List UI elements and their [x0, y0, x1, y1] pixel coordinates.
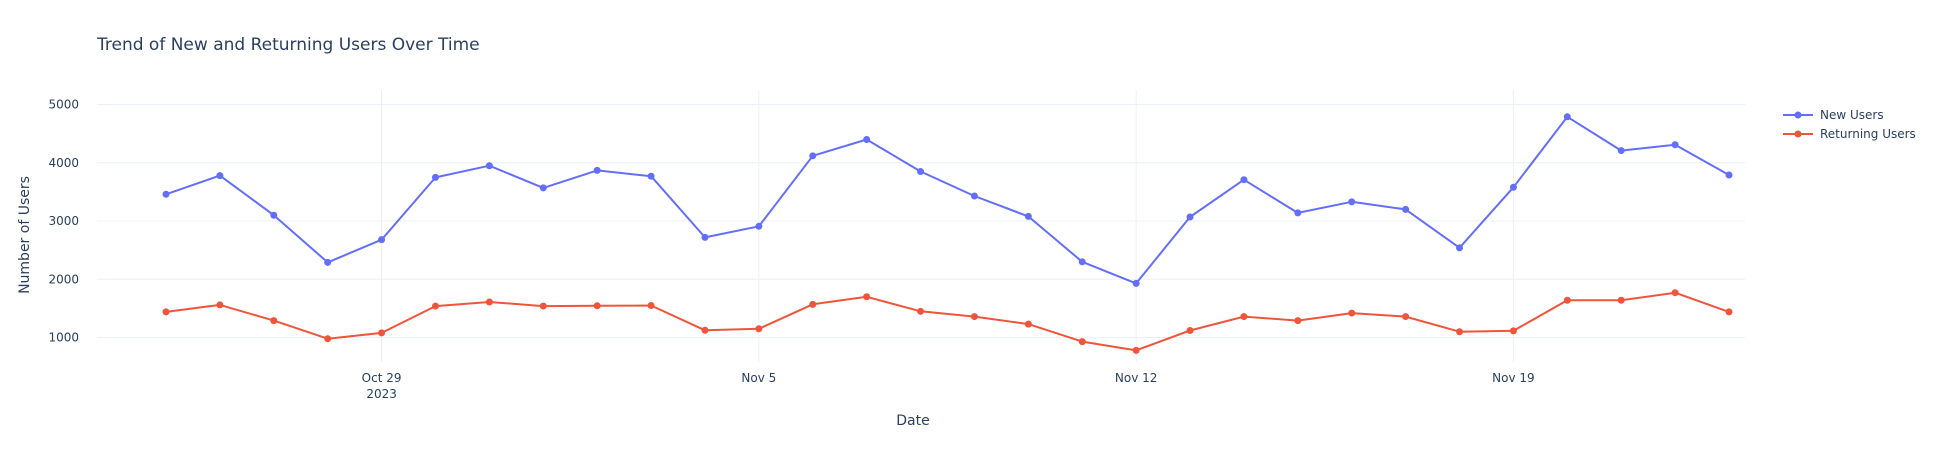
x-tick-label: Oct 29 [362, 371, 402, 385]
series-line [166, 293, 1729, 351]
data-point [863, 293, 870, 300]
data-point [1726, 172, 1733, 179]
y-tick-label: 4000 [48, 156, 79, 170]
data-point [432, 303, 439, 310]
data-point [1456, 328, 1463, 335]
data-point [1564, 113, 1571, 120]
data-point [540, 303, 547, 310]
x-tick-label: Nov 19 [1492, 371, 1535, 385]
legend: New Users Returning Users [1783, 108, 1916, 141]
data-point [1672, 289, 1679, 296]
x-gridlines [382, 90, 1514, 362]
x-tick-label: Nov 5 [741, 371, 776, 385]
y-tick-label: 1000 [48, 331, 79, 345]
series-line [166, 117, 1729, 284]
data-point [1564, 297, 1571, 304]
data-point [216, 172, 223, 179]
series-1 [163, 113, 1733, 287]
data-point [1348, 198, 1355, 205]
series-lines [163, 113, 1733, 354]
data-point [1510, 184, 1517, 191]
y-tick-label: 3000 [48, 214, 79, 228]
data-point [1618, 297, 1625, 304]
legend-label: New Users [1820, 108, 1884, 122]
data-point [324, 335, 331, 342]
data-point [1510, 327, 1517, 334]
data-point [1240, 176, 1247, 183]
legend-item: Returning Users [1783, 127, 1916, 141]
data-point [971, 193, 978, 200]
data-point [1025, 213, 1032, 220]
x-tick-label: Nov 12 [1115, 371, 1158, 385]
data-point [1618, 147, 1625, 154]
legend-marker [1795, 112, 1802, 119]
data-point [1456, 244, 1463, 251]
data-point [378, 329, 385, 336]
data-point [1402, 313, 1409, 320]
chart-title: Trend of New and Returning Users Over Ti… [96, 35, 480, 55]
data-point [1240, 313, 1247, 320]
data-point [971, 313, 978, 320]
data-point [1079, 338, 1086, 345]
series-2 [163, 289, 1733, 354]
data-point [755, 223, 762, 230]
data-point [809, 301, 816, 308]
data-point [701, 234, 708, 241]
data-point [270, 212, 277, 219]
data-point [809, 152, 816, 159]
x-tick-sublabel: 2023 [366, 387, 397, 401]
data-point [1402, 206, 1409, 213]
y-axis-title: Number of Users [17, 176, 33, 294]
data-point [540, 184, 547, 191]
data-point [216, 301, 223, 308]
data-point [701, 327, 708, 334]
data-point [1294, 317, 1301, 324]
data-point [1187, 213, 1194, 220]
data-point [163, 308, 170, 315]
data-point [755, 325, 762, 332]
data-point [1079, 258, 1086, 265]
data-point [917, 308, 924, 315]
legend-marker [1795, 131, 1802, 138]
y-gridlines [97, 105, 1745, 338]
data-point [1726, 308, 1733, 315]
data-point [648, 302, 655, 309]
data-point [648, 173, 655, 180]
data-point [432, 174, 439, 181]
data-point [1133, 347, 1140, 354]
data-point [917, 168, 924, 175]
data-point [486, 162, 493, 169]
x-axis-title: Date [896, 413, 929, 429]
data-point [1294, 209, 1301, 216]
data-point [324, 259, 331, 266]
x-axis-ticks: Oct 29 2023 Nov 5 Nov 12 Nov 19 [362, 371, 1535, 401]
data-point [594, 302, 601, 309]
data-point [594, 167, 601, 174]
data-point [1133, 280, 1140, 287]
data-point [1348, 310, 1355, 317]
y-tick-label: 2000 [48, 272, 79, 286]
data-point [1187, 327, 1194, 334]
data-point [863, 136, 870, 143]
y-axis-ticks: 1000 2000 3000 4000 5000 [48, 98, 79, 345]
y-tick-label: 5000 [48, 98, 79, 112]
data-point [486, 299, 493, 306]
data-point [1672, 141, 1679, 148]
data-point [270, 317, 277, 324]
legend-label: Returning Users [1820, 127, 1916, 141]
legend-item: New Users [1783, 108, 1884, 122]
data-point [1025, 321, 1032, 328]
data-point [378, 236, 385, 243]
data-point [163, 191, 170, 198]
